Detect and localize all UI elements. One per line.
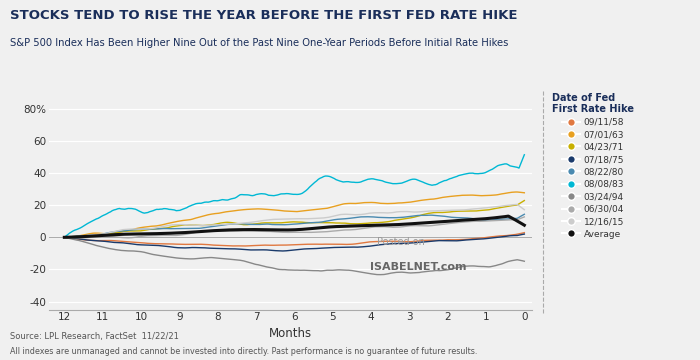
Legend: 09/11/58, 07/01/63, 04/23/71, 07/18/75, 08/22/80, 08/08/83, 03/24/94, 06/30/04, : 09/11/58, 07/01/63, 04/23/71, 07/18/75, …: [552, 93, 634, 239]
Text: STOCKS TEND TO RISE THE YEAR BEFORE THE FIRST FED RATE HIKE: STOCKS TEND TO RISE THE YEAR BEFORE THE …: [10, 9, 518, 22]
X-axis label: Months: Months: [269, 327, 312, 339]
Text: Posted on: Posted on: [377, 237, 426, 247]
Text: Source: LPL Research, FactSet  11/22/21: Source: LPL Research, FactSet 11/22/21: [10, 332, 179, 341]
Text: S&P 500 Index Has Been Higher Nine Out of the Past Nine One-Year Periods Before : S&P 500 Index Has Been Higher Nine Out o…: [10, 38, 509, 48]
Text: ISABELNET.com: ISABELNET.com: [370, 262, 467, 272]
Text: All indexes are unmanaged and cannot be invested into directly. Past performance: All indexes are unmanaged and cannot be …: [10, 347, 478, 356]
